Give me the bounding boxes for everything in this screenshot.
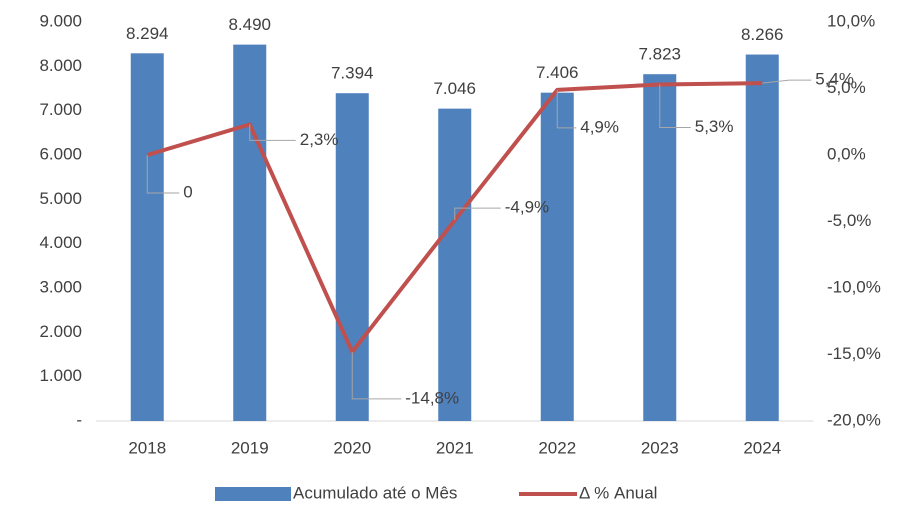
bar bbox=[438, 108, 472, 422]
y-tick-label: 6.000 bbox=[39, 144, 82, 163]
data-label: 4,9% bbox=[580, 117, 619, 136]
data-label: -4,9% bbox=[505, 198, 549, 217]
y2-tick-label: -10,0% bbox=[827, 277, 881, 296]
bar bbox=[130, 53, 164, 422]
data-label: 8.294 bbox=[126, 24, 169, 43]
bar bbox=[643, 74, 677, 422]
y2-tick-label: -5,0% bbox=[827, 211, 871, 230]
y2-tick-label: -15,0% bbox=[827, 344, 881, 363]
x-tick-label: 2020 bbox=[333, 438, 371, 457]
data-label: 8.266 bbox=[741, 25, 784, 44]
y-tick-label: 3.000 bbox=[39, 277, 82, 296]
data-label: 7.406 bbox=[536, 63, 579, 82]
bar bbox=[233, 44, 267, 422]
y-tick-label: 8.000 bbox=[39, 56, 82, 75]
data-label: 0 bbox=[183, 182, 192, 201]
leader-line bbox=[146, 155, 180, 194]
legend-label: Δ % Anual bbox=[579, 483, 657, 502]
data-label: 7.046 bbox=[433, 79, 476, 98]
y-tick-label: 9.000 bbox=[39, 11, 82, 30]
y2-tick-label: 10,0% bbox=[827, 11, 875, 30]
x-tick-label: 2022 bbox=[538, 438, 576, 457]
data-label: 7.823 bbox=[638, 45, 681, 64]
y2-tick-label: 0,0% bbox=[827, 144, 866, 163]
x-tick-label: 2024 bbox=[743, 438, 781, 457]
leader-line bbox=[454, 207, 501, 221]
data-label: 2,3% bbox=[300, 130, 339, 149]
leader-line bbox=[249, 124, 296, 141]
leader-line bbox=[351, 351, 402, 400]
data-label: 7.394 bbox=[331, 64, 374, 83]
y2-tick-label: -20,0% bbox=[827, 410, 881, 429]
y-tick-label: 7.000 bbox=[39, 100, 82, 119]
data-label: -14,8% bbox=[405, 388, 459, 407]
legend-label: Acumulado até o Mês bbox=[293, 483, 457, 502]
x-tick-label: 2021 bbox=[436, 438, 474, 457]
x-tick-label: 2019 bbox=[231, 438, 269, 457]
legend-swatch bbox=[215, 487, 291, 501]
leader-line bbox=[659, 84, 691, 129]
x-tick-label: 2023 bbox=[641, 438, 679, 457]
y-tick-label: 4.000 bbox=[39, 233, 82, 252]
leader-line bbox=[762, 79, 812, 84]
y-tick-label: 1.000 bbox=[39, 366, 82, 385]
data-label: 8.490 bbox=[228, 15, 271, 34]
x-tick-label: 2018 bbox=[128, 438, 166, 457]
bar bbox=[745, 54, 779, 421]
y-tick-label: 2.000 bbox=[39, 322, 82, 341]
data-label: 5,4% bbox=[815, 70, 854, 89]
data-label: 5,3% bbox=[695, 117, 734, 136]
leader-line bbox=[556, 89, 577, 129]
y-tick-label: 5.000 bbox=[39, 189, 82, 208]
y2-tick-label: 5,0% bbox=[827, 78, 866, 97]
bar bbox=[540, 92, 574, 422]
y-tick-label: - bbox=[76, 410, 82, 429]
